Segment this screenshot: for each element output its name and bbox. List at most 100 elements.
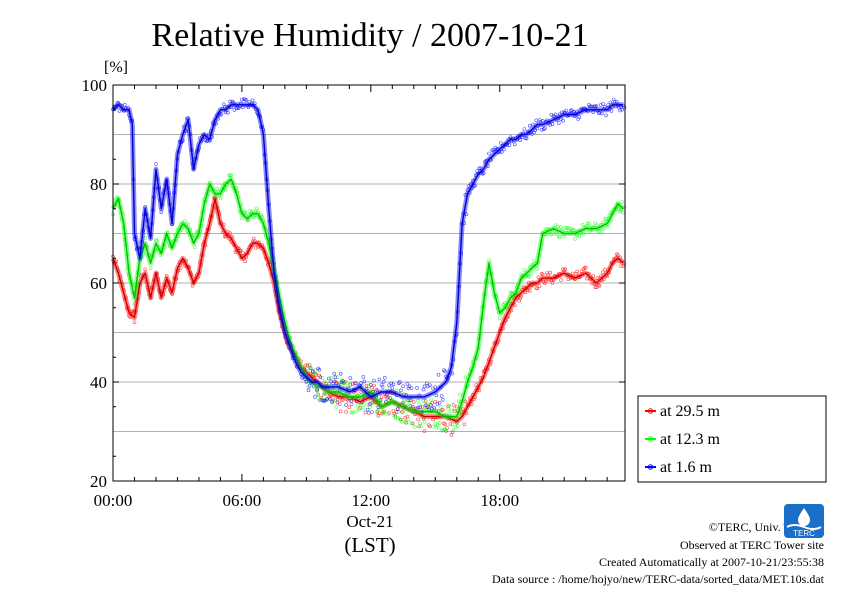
data-point [580, 223, 585, 227]
data-point [368, 382, 373, 387]
data-point [389, 381, 394, 386]
data-point [596, 283, 601, 287]
data-point [422, 384, 427, 389]
data-point [551, 226, 556, 231]
data-point [349, 402, 354, 407]
credit-created: Created Automatically at 2007-10-21/23:5… [599, 555, 824, 569]
data-point [397, 380, 402, 384]
data-point [501, 144, 505, 148]
data-point [411, 406, 416, 411]
data-point [399, 388, 403, 393]
data-point [545, 118, 549, 123]
data-point [304, 380, 309, 384]
data-point [222, 105, 227, 109]
data-point [413, 424, 417, 429]
data-point [622, 205, 627, 209]
legend: at 29.5 m at 12.3 m at 1.6 m [637, 395, 827, 483]
data-point [186, 222, 190, 227]
data-point [422, 429, 427, 433]
data-point [250, 98, 255, 103]
logo-text: TERC [793, 529, 815, 538]
legend-label-0: at 29.5 m [660, 403, 721, 420]
data-point [366, 411, 371, 415]
data-point [469, 402, 474, 407]
data-point [492, 149, 497, 154]
data-point [313, 395, 317, 399]
x-tick-label-1: 06:00 [223, 491, 262, 510]
data-point [349, 399, 354, 403]
data-point [489, 158, 493, 162]
data-point [601, 270, 605, 275]
data-point [318, 375, 323, 380]
data-point [323, 392, 328, 396]
x-axis-label: (LST) [344, 533, 395, 557]
data-point [570, 228, 575, 232]
data-point [602, 277, 606, 282]
data-point [453, 425, 458, 429]
data-point [478, 166, 483, 170]
data-point [505, 143, 510, 147]
data-point [363, 410, 368, 415]
axis-ticks [112, 84, 625, 482]
data-point [402, 399, 406, 404]
data-point [433, 385, 438, 390]
data-point [314, 373, 318, 378]
data-point [591, 274, 596, 278]
data-point [553, 112, 558, 117]
data-point [573, 237, 577, 241]
data-point [395, 407, 400, 412]
data-point [444, 412, 448, 417]
data-point [531, 122, 535, 127]
data-point [558, 235, 562, 239]
data-point [158, 253, 163, 257]
data-point [385, 392, 389, 397]
series-lines-layer [110, 102, 625, 425]
data-point [463, 399, 468, 404]
data-point [451, 403, 456, 407]
data-point [305, 362, 310, 367]
data-point [228, 99, 232, 104]
data-point [350, 410, 355, 415]
data-point [443, 427, 447, 432]
data-point [362, 379, 367, 384]
data-point [429, 403, 433, 407]
data-point [478, 376, 483, 380]
data-point [391, 382, 396, 387]
data-point [584, 276, 589, 281]
data-point [459, 410, 463, 414]
data-point [365, 388, 370, 393]
data-point [502, 147, 506, 152]
data-point [375, 409, 380, 413]
data-point [308, 366, 313, 371]
data-point [320, 375, 325, 380]
grid-lines [113, 134, 625, 432]
data-point [497, 316, 502, 320]
data-point [344, 409, 348, 414]
data-point [535, 267, 540, 271]
data-point [526, 130, 531, 135]
data-point [353, 409, 358, 414]
data-point [415, 386, 419, 390]
data-point [407, 401, 412, 406]
data-point [409, 421, 414, 425]
data-point [183, 219, 187, 223]
data-point [579, 231, 584, 235]
data-point [433, 399, 438, 404]
data-point [423, 399, 428, 403]
data-point [486, 164, 490, 168]
data-point [372, 378, 376, 383]
data-point [436, 372, 441, 377]
data-point [463, 375, 468, 380]
data-point [609, 109, 614, 113]
data-point [440, 397, 445, 402]
data-point [344, 402, 348, 407]
data-point [610, 261, 615, 266]
data-point [438, 404, 443, 409]
data-point [618, 108, 622, 113]
data-point [231, 100, 236, 105]
data-point [587, 222, 591, 226]
y-tick-label-80: 80 [90, 175, 107, 194]
data-point [434, 393, 439, 398]
data-point [562, 234, 567, 239]
